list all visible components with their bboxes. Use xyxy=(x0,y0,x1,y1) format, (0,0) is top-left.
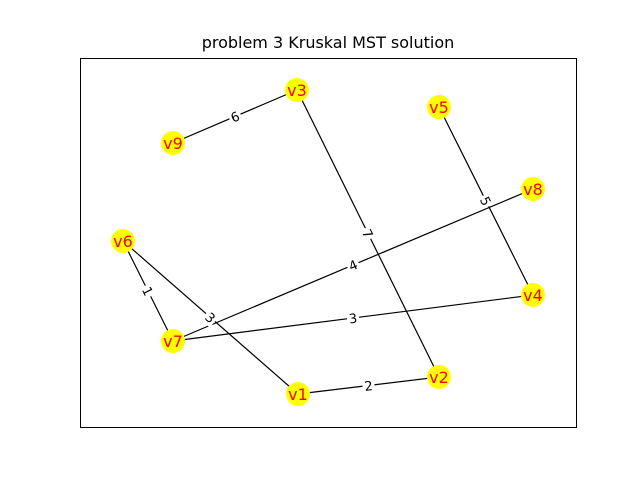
edge-weight-label: 7 xyxy=(358,224,378,243)
edge-label-background xyxy=(138,282,158,300)
edge-weight-label: 3 xyxy=(346,309,360,327)
node-v9: v9 xyxy=(161,131,185,155)
node-circle xyxy=(521,283,545,307)
node-label: v7 xyxy=(163,332,183,351)
node-circle xyxy=(161,131,185,155)
node-circle xyxy=(427,95,451,119)
edge-label-background xyxy=(226,106,244,127)
node-label: v1 xyxy=(288,385,308,404)
node-label: v5 xyxy=(429,98,449,117)
node-label: v2 xyxy=(429,368,449,387)
edge-weight-label: 2 xyxy=(361,376,376,395)
node-v1: v1 xyxy=(286,382,310,406)
edge-weight-text: 2 xyxy=(364,379,374,395)
node-circle xyxy=(427,365,451,389)
edges-layer xyxy=(122,89,534,395)
node-circle xyxy=(521,177,545,201)
node-v6: v6 xyxy=(111,229,135,253)
node-label: v3 xyxy=(287,81,307,100)
edge-label-background xyxy=(344,255,362,275)
node-label: v4 xyxy=(523,286,543,305)
node-v4: v4 xyxy=(521,283,545,307)
edge-label-background xyxy=(346,309,360,327)
plot-frame xyxy=(80,58,577,428)
edge-label-background xyxy=(476,192,496,210)
edge-weight-label: 3 xyxy=(200,307,221,328)
figure-title: problem 3 Kruskal MST solution xyxy=(202,33,455,52)
edge-label-background xyxy=(358,224,378,243)
node-v2: v2 xyxy=(427,365,451,389)
edge-weight-label: 4 xyxy=(344,255,362,275)
edge-labels-layer: 6 7 5 4 3 1 3 2 xyxy=(138,106,496,395)
node-circle xyxy=(285,78,309,102)
node-circle xyxy=(286,382,310,406)
edge-weight-label: 6 xyxy=(226,106,244,127)
node-v7: v7 xyxy=(161,329,185,353)
edge-weight-text: 3 xyxy=(348,312,358,328)
node-label: v6 xyxy=(113,232,133,251)
nodes-layer: v1 v2 v3 v4 v5 v6 v7 v8 v9 xyxy=(111,78,545,406)
node-v5: v5 xyxy=(427,95,451,119)
edge-label-background xyxy=(200,307,221,328)
node-label: v8 xyxy=(523,180,543,199)
edge-weight-label: 1 xyxy=(138,282,158,300)
node-v3: v3 xyxy=(285,78,309,102)
edge-label-background xyxy=(361,376,376,395)
node-circle xyxy=(161,329,185,353)
node-circle xyxy=(111,229,135,253)
edge-weight-label: 5 xyxy=(476,192,496,210)
node-label: v9 xyxy=(163,134,183,153)
node-v8: v8 xyxy=(521,177,545,201)
